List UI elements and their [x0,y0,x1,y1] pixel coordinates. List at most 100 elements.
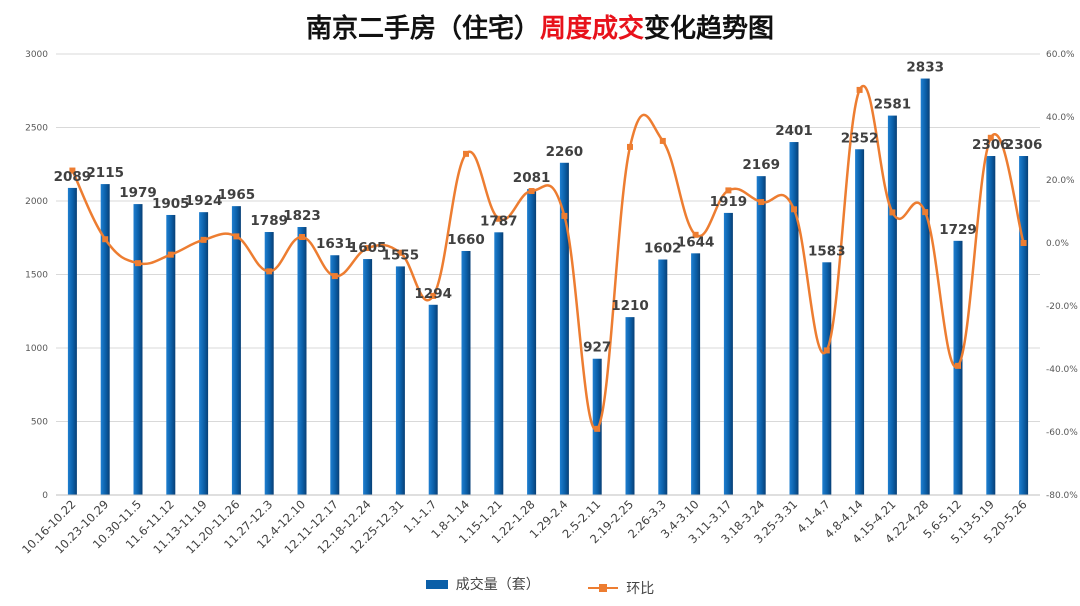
bar [789,142,799,496]
bar-data-label: 1660 [447,232,485,248]
mom-point [364,245,371,252]
bar-data-label: 1823 [283,208,321,224]
y-right-tick-label: 20.0% [1046,176,1075,186]
bar [264,232,274,495]
mom-point [955,362,961,369]
y-left-tick-label: 2000 [25,197,48,207]
mom-point [200,236,207,243]
mom-point [692,231,699,238]
y-right-tick-label: 60.0% [1046,50,1075,60]
y-left-tick-label: 1500 [25,271,48,281]
bar-data-label: 1555 [382,247,420,263]
bar-data-label: 1979 [119,185,157,201]
mom-point [135,260,141,267]
bar-data-label: 2306 [972,137,1010,153]
y-right-tick-label: -60.0% [1046,428,1078,438]
bar-data-label: 1605 [349,240,387,256]
bar-data-label: 1905 [152,196,190,212]
mom-point [758,199,765,206]
bar-data-label: 2581 [874,97,912,113]
bar [428,304,438,495]
bar-data-label: 1644 [677,234,715,250]
bar-data-label: 1789 [250,213,288,229]
bar [855,149,865,496]
y-left-tick-label: 2500 [25,124,48,134]
mom-point [331,273,338,280]
bar [67,187,77,496]
bar [691,253,701,495]
chart-title: 南京二手房（住宅）周度成交变化趋势图 [0,8,1080,45]
title-part-1: 南京二手房（住宅） [305,14,540,44]
y-left-tick-label: 1000 [25,344,48,354]
bar [494,232,504,495]
mom-point [987,134,994,141]
mom-point [1020,240,1027,246]
bar [166,214,176,495]
legend-item-line: 环比 [588,578,654,598]
y-left-tick-label: 3000 [25,50,48,60]
bar-data-label: 1729 [939,222,977,238]
bar-data-label: 1210 [611,298,649,314]
bar [100,184,110,495]
y-left-tick-label: 500 [31,418,48,428]
bar [199,212,209,495]
mom-point [823,347,830,354]
y-left-tick-label: 0 [42,491,48,501]
mom-point [299,234,305,241]
mom-point [397,249,404,256]
bar [920,78,930,495]
bar-data-label: 1965 [218,187,256,203]
mom-point [889,209,896,216]
bar-data-label: 2089 [54,169,92,185]
y-right-tick-label: 40.0% [1046,113,1075,123]
bar [461,250,471,495]
bar [822,262,832,495]
bar [231,206,241,495]
legend-bars-label: 成交量（套） [455,577,540,593]
mom-point [495,215,502,222]
bar [559,162,569,495]
mom-point [528,188,535,195]
mom-point [561,212,568,219]
mom-point [102,236,109,243]
bar [986,156,996,495]
mom-point [594,425,601,432]
bar [625,317,635,495]
title-part-2-highlight: 周度成交 [539,14,644,44]
bar [1019,156,1029,495]
bar [658,259,668,495]
bar-data-label: 927 [583,340,611,356]
bar-data-label: 2352 [841,130,879,146]
mom-point [725,187,732,194]
legend-line-label: 环比 [626,580,655,597]
bar [527,189,537,495]
mom-point [791,206,797,213]
legend: 成交量（套） 环比 [0,574,1080,598]
mom-point [266,268,273,275]
y-right-tick-label: -20.0% [1046,302,1078,312]
mom-line [71,85,1025,431]
y-right-tick-label: 0.0% [1046,239,1069,249]
bar [395,266,405,495]
y-right-tick-label: -80.0% [1046,491,1078,501]
mom-point [167,251,174,258]
mom-point [627,143,633,150]
mom-point [922,209,929,216]
bar [133,204,143,495]
y-right-tick-label: -40.0% [1046,365,1078,375]
mom-point [69,167,76,174]
bar-data-label: 1583 [808,243,846,259]
bar [887,115,897,495]
bar-data-label: 1787 [480,213,518,229]
mom-point [659,137,666,144]
bar-data-label: 2260 [546,144,584,160]
title-part-3: 变化趋势图 [644,14,775,44]
bar-data-label: 2169 [742,157,780,173]
mom-point [463,150,469,157]
bar-data-label: 1631 [316,236,354,252]
legend-bar-swatch [425,579,448,589]
bar-data-label: 1919 [710,194,748,210]
mom-point [233,233,240,240]
bar-data-label: 1924 [185,193,223,209]
